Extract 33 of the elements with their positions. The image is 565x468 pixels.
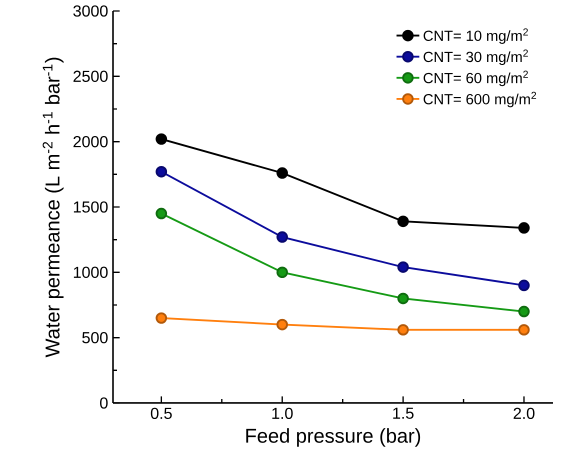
y-tick-label: 3000	[73, 5, 108, 17]
point	[397, 216, 409, 228]
legend-label: CNT= 10 mg/m$^{2}$	[424, 28, 528, 44]
y-axis-title: Water permeance (L m$^{-2}$ h$^{-1}$ bar$^{-1}$)	[42, 58, 64, 358]
point	[397, 292, 409, 304]
x-axis-title: Feed pressure (bar)	[246, 428, 420, 447]
point	[156, 208, 168, 220]
point	[518, 306, 530, 318]
point	[397, 324, 409, 336]
y-tick-label: 2500	[73, 70, 108, 82]
y-tick-label: 1500	[74, 201, 108, 213]
y-tick-label: 1000	[74, 266, 108, 278]
legend-label: CNT= 60 mg/m$^{2}$	[424, 70, 528, 86]
point	[276, 266, 288, 278]
legend-label: CNT= 600 mg/m$^{2}$	[424, 92, 536, 108]
point	[156, 312, 168, 324]
point	[156, 166, 168, 178]
y-tick-label: 0	[100, 397, 108, 409]
x-tick-label: 1.5	[393, 408, 414, 419]
point	[518, 222, 530, 234]
x-tick-label: 1.0	[272, 408, 293, 420]
point	[397, 261, 409, 273]
y-tick-label: 2000	[73, 136, 108, 148]
point	[276, 167, 288, 179]
x-tick-label: 0.5	[150, 408, 172, 420]
y-tick-label: 500	[82, 332, 108, 344]
point	[518, 280, 530, 292]
point	[156, 133, 168, 145]
legend-label: CNT= 30 mg/m$^{2}$	[424, 49, 528, 65]
point	[276, 231, 288, 243]
x-tick-label: 2.0	[514, 408, 534, 420]
point	[276, 318, 288, 330]
point	[518, 324, 530, 336]
